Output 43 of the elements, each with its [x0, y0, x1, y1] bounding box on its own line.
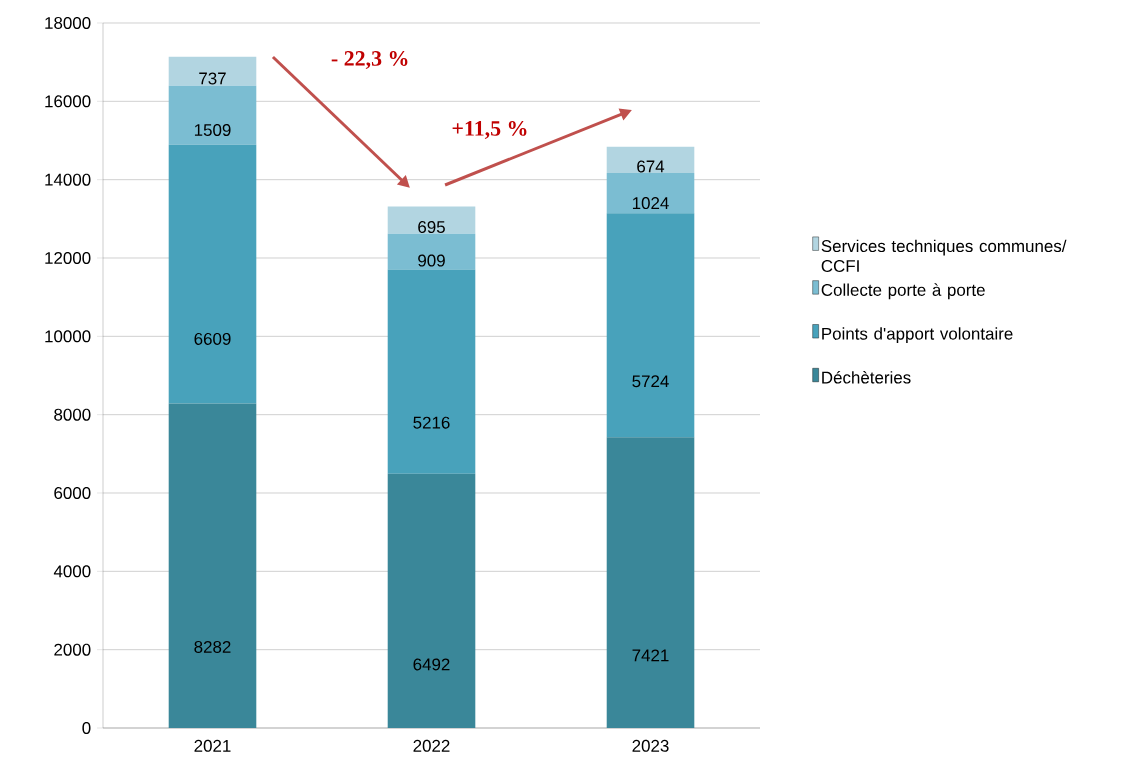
annotation: - 22,3 % — [331, 51, 408, 69]
y-tick-label: 2000 — [54, 643, 91, 656]
bar — [606, 437, 695, 728]
bar — [387, 233, 476, 270]
bar — [606, 173, 695, 214]
bar — [168, 85, 257, 145]
y-tick-label: 18000 — [45, 16, 91, 29]
legend-label: Déchèteries — [822, 370, 911, 384]
data-label: 1024 — [632, 197, 669, 210]
data-label: 737 — [199, 72, 226, 85]
y-tick-label: 10000 — [45, 330, 91, 343]
bar — [606, 146, 695, 174]
x-tick-label: 2023 — [632, 739, 669, 752]
data-label: 1509 — [194, 123, 231, 136]
y-tick-label: 16000 — [45, 95, 91, 108]
data-label: 695 — [418, 221, 445, 234]
data-label: 5724 — [632, 375, 669, 388]
x-tick-label: 2021 — [194, 739, 231, 752]
data-label: 6492 — [413, 658, 450, 671]
bar — [387, 269, 476, 474]
y-tick-label: 6000 — [54, 487, 91, 499]
legend-label: Points d'apport volontaire — [822, 327, 1013, 344]
bar — [387, 206, 476, 234]
y-tick-label: 8000 — [54, 408, 91, 421]
data-label: 5216 — [413, 416, 450, 429]
data-label: 674 — [637, 160, 665, 173]
bar — [606, 213, 695, 438]
y-tick-label: 12000 — [45, 252, 91, 264]
bar — [168, 403, 257, 728]
bar — [387, 473, 476, 728]
annotation: +11,5 % — [452, 121, 527, 139]
legend-label: Services techniques communes/ CCFI — [821, 239, 1067, 273]
x-tick-label: 2022 — [413, 739, 450, 752]
bar — [168, 56, 257, 86]
y-tick-label: 14000 — [45, 173, 91, 186]
data-label: 909 — [418, 254, 445, 267]
data-label: 6609 — [194, 332, 231, 345]
legend-label: Collecte porte à porte — [821, 283, 985, 300]
data-label: 7421 — [632, 649, 669, 662]
bar — [168, 144, 257, 404]
data-label: 8282 — [194, 640, 231, 653]
y-tick-label: 4000 — [53, 565, 91, 578]
y-tick-label: 0 — [82, 722, 91, 734]
